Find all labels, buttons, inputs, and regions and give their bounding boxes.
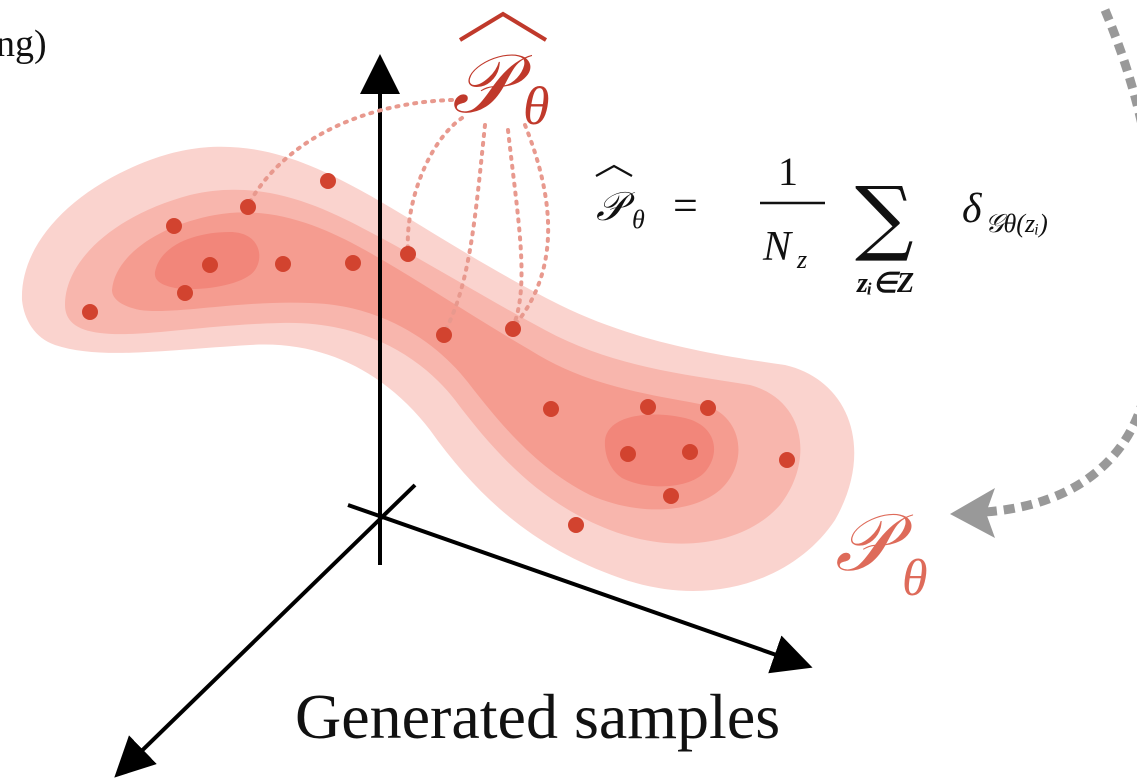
formula-sum-range: zᵢ∈Z	[856, 268, 914, 299]
formula-hat-accent	[595, 164, 633, 177]
sample-point	[320, 173, 336, 189]
formula-numerator: 1	[778, 149, 798, 194]
leader-line	[513, 123, 551, 327]
formula-sum: ∑	[855, 170, 914, 265]
density-contour-3	[112, 212, 739, 510]
sample-point	[700, 400, 716, 416]
model-subscript: θ	[902, 550, 928, 607]
sample-point	[82, 304, 98, 320]
leader-line	[442, 123, 487, 335]
sample-point	[505, 321, 521, 337]
sample-point	[568, 517, 584, 533]
sample-point	[620, 446, 636, 462]
sample-point	[166, 218, 182, 234]
formula-denominator-subscript: z	[796, 245, 807, 274]
empirical-subscript: θ	[523, 76, 550, 136]
hat-accent	[458, 11, 548, 42]
density-contour-4b	[604, 414, 715, 487]
dashed-arrow-head	[950, 488, 995, 538]
sample-point	[779, 452, 795, 468]
sample-point	[345, 255, 361, 271]
formula-lhs-symbol: 𝒫	[596, 184, 636, 230]
leader-line	[506, 128, 524, 329]
formula-lhs-subscript: θ	[632, 205, 645, 234]
sample-point	[240, 199, 256, 215]
sample-point	[682, 444, 698, 460]
sample-point	[663, 488, 679, 504]
sample-point	[640, 399, 656, 415]
model-distribution-label: 𝒫 θ	[835, 496, 928, 607]
empirical-distribution-formula: 𝒫 θ = 1 N z ∑ zᵢ∈Z δ 𝒢θ(zᵢ)	[595, 149, 1048, 299]
axis-horizontal	[347, 503, 813, 674]
dashed-arrow	[950, 8, 1137, 538]
top-left-fragment: ng)	[0, 23, 47, 65]
sample-point	[400, 246, 416, 262]
sample-point	[202, 257, 218, 273]
dashed-arrow-curve	[984, 8, 1137, 517]
sample-points	[82, 173, 795, 533]
leader-line	[246, 98, 454, 207]
empirical-distribution-label: 𝒫 θ	[452, 11, 550, 136]
sample-point	[436, 327, 452, 343]
sample-point	[177, 285, 193, 301]
sample-point	[543, 401, 559, 417]
sample-point	[275, 256, 291, 272]
formula-equals: =	[673, 181, 698, 230]
caption-generated-samples: Generated samples	[295, 681, 780, 752]
formula-delta: δ	[962, 186, 983, 232]
density-contours	[21, 146, 855, 592]
axis-depth	[114, 483, 417, 778]
formula-denominator: N	[762, 224, 793, 270]
empirical-symbol: 𝒫	[452, 37, 533, 132]
formula-delta-subscript: 𝒢θ(zᵢ)	[985, 209, 1048, 238]
leader-lines	[246, 98, 551, 335]
axes	[114, 54, 813, 778]
